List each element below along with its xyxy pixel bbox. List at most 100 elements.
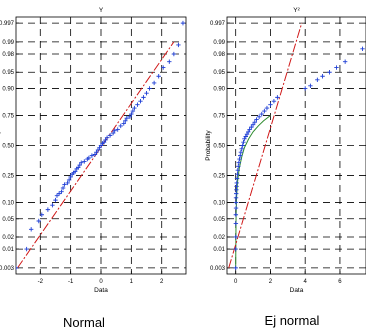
data-point bbox=[135, 102, 140, 107]
data-point bbox=[76, 165, 81, 170]
data-point bbox=[327, 70, 332, 75]
data-point bbox=[141, 95, 146, 100]
y-tick-label: 0.10 bbox=[213, 201, 225, 207]
x-tick-label: 1 bbox=[130, 279, 134, 285]
data-point bbox=[268, 102, 273, 107]
data-point bbox=[95, 147, 101, 153]
x-tick-label: 2 bbox=[160, 279, 164, 285]
y-tick-label: 0.25 bbox=[213, 174, 225, 180]
data-point bbox=[124, 116, 130, 121]
grid-lines bbox=[227, 17, 366, 274]
y-tick-label: 0.99 bbox=[2, 40, 14, 46]
data-point bbox=[130, 108, 136, 114]
data-point bbox=[127, 114, 133, 120]
data-point bbox=[252, 119, 257, 125]
panel-caption: Ej normal bbox=[265, 313, 320, 328]
fitted-curve bbox=[235, 115, 271, 268]
y-tick-label: 0.75 bbox=[213, 113, 225, 119]
data-point bbox=[129, 111, 134, 117]
data-point bbox=[123, 118, 128, 124]
data-point bbox=[97, 145, 102, 150]
data-point bbox=[110, 130, 116, 136]
data-point bbox=[77, 162, 82, 168]
data-point bbox=[241, 139, 246, 145]
data-point bbox=[233, 205, 239, 211]
data-point bbox=[233, 212, 239, 217]
data-point bbox=[233, 234, 239, 240]
data-point bbox=[234, 180, 239, 186]
data-point bbox=[132, 105, 137, 111]
data-point bbox=[112, 128, 117, 133]
chart-title: Y bbox=[99, 7, 104, 14]
data-point bbox=[302, 86, 308, 91]
x-tick-label: 2 bbox=[269, 279, 273, 285]
data-point bbox=[240, 143, 245, 148]
x-tick-label: 0 bbox=[234, 279, 238, 285]
data-point bbox=[271, 99, 277, 104]
data-point bbox=[66, 177, 72, 183]
data-point bbox=[65, 180, 70, 186]
plot-frame bbox=[226, 16, 366, 275]
x-tick-label: -2 bbox=[38, 279, 44, 285]
y-axis-label: Probability bbox=[205, 130, 212, 161]
data-point bbox=[247, 127, 252, 132]
data-point bbox=[315, 77, 320, 82]
data-point bbox=[59, 189, 64, 194]
data-point bbox=[144, 90, 149, 96]
data-point bbox=[56, 191, 62, 196]
data-point bbox=[180, 20, 186, 26]
y-tick-label: 0.75 bbox=[2, 113, 14, 119]
data-point bbox=[238, 150, 244, 155]
data-point bbox=[236, 160, 242, 165]
y-tick-label: 0.003 bbox=[210, 266, 226, 272]
data-point bbox=[161, 65, 166, 70]
data-point bbox=[233, 221, 239, 226]
x-axis-label: Data bbox=[290, 287, 304, 294]
data-point bbox=[156, 74, 161, 79]
data-point bbox=[233, 246, 238, 252]
data-point bbox=[235, 167, 240, 173]
data-point bbox=[342, 59, 348, 64]
y-tick-label: 0.01 bbox=[2, 247, 14, 253]
data-point bbox=[98, 143, 104, 148]
data-point bbox=[151, 80, 157, 86]
x-tick-label: 4 bbox=[304, 279, 308, 285]
data-point bbox=[244, 132, 250, 137]
data-point bbox=[107, 133, 113, 138]
y-tick-label: 0.05 bbox=[213, 217, 225, 223]
x-tick-label: 6 bbox=[338, 279, 342, 285]
data-point bbox=[239, 146, 244, 152]
data-point bbox=[16, 265, 19, 271]
data-point bbox=[264, 105, 270, 111]
data-point bbox=[68, 174, 73, 180]
y-tick-label: 0.25 bbox=[2, 174, 14, 180]
data-point bbox=[275, 95, 280, 100]
y-tick-label: 0.50 bbox=[213, 144, 225, 150]
data-point bbox=[138, 99, 143, 104]
x-tick-label: -1 bbox=[68, 279, 74, 285]
data-point bbox=[262, 108, 267, 114]
data-point bbox=[54, 193, 60, 198]
data-point bbox=[50, 203, 55, 208]
data-point bbox=[53, 197, 58, 203]
y-tick-label: 0.99 bbox=[213, 40, 225, 46]
data-point bbox=[235, 171, 240, 177]
data-point bbox=[103, 137, 108, 143]
data-point bbox=[45, 207, 51, 212]
data-point bbox=[89, 153, 95, 158]
normal-probability-plot-y-squared: 0.003 0.01 0.02 0.05 0.10 0.25 0.50 0.75 0.90 0.9… bbox=[205, 7, 366, 328]
data-point bbox=[24, 246, 29, 252]
data-point bbox=[320, 74, 325, 79]
data-point bbox=[60, 185, 66, 191]
y-axis-label: Probability bbox=[0, 130, 1, 161]
data-point bbox=[115, 127, 120, 132]
data-point bbox=[94, 150, 99, 155]
data-point bbox=[238, 153, 243, 158]
y-tick-label: 0.02 bbox=[2, 235, 14, 241]
normal-probability-plot-y: 0.003 0.01 0.02 0.05 0.10 0.25 0.50 0.75 0.90 0.9… bbox=[0, 7, 187, 330]
data-point bbox=[101, 139, 107, 145]
data-point bbox=[250, 122, 256, 127]
data-point bbox=[243, 134, 248, 139]
data-point bbox=[79, 160, 84, 165]
y-tick-label: 0.50 bbox=[2, 144, 14, 150]
